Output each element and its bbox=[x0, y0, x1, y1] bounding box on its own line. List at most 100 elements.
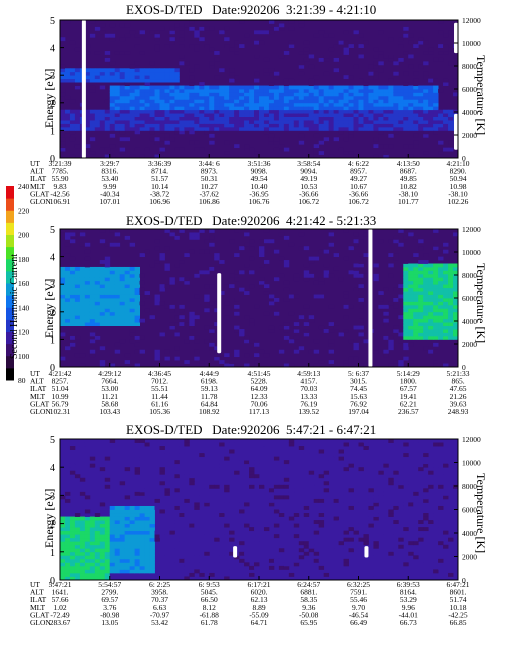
spectrogram-cell bbox=[64, 572, 71, 577]
table-cell: 9094. bbox=[300, 167, 317, 176]
spectrogram-cell bbox=[74, 318, 81, 323]
spectrogram-cell bbox=[94, 51, 101, 55]
spectrogram-cell bbox=[418, 270, 424, 275]
spectrogram-cell bbox=[129, 301, 136, 306]
spectrogram-cell bbox=[423, 120, 429, 124]
spectrogram-cell bbox=[423, 294, 429, 299]
spectrogram-cell bbox=[388, 57, 394, 62]
spectrogram-cell bbox=[149, 116, 155, 121]
spectrogram-cell bbox=[74, 308, 81, 313]
spectrogram-cell bbox=[308, 544, 315, 549]
spectrogram-cell bbox=[378, 51, 384, 55]
table-cell: 12.33 bbox=[251, 392, 268, 401]
spectrogram-cell bbox=[244, 144, 250, 149]
spectrogram-cell bbox=[204, 89, 210, 93]
spectrogram-cell bbox=[184, 565, 190, 570]
spectrogram-cell bbox=[124, 505, 131, 510]
spectrogram-cell bbox=[179, 260, 185, 264]
spectrogram-cell bbox=[348, 123, 354, 128]
spectrogram-cell bbox=[209, 242, 215, 247]
spectrogram-cell bbox=[134, 130, 140, 135]
spectrogram-cell bbox=[433, 109, 439, 114]
spectrogram-cell bbox=[428, 47, 434, 52]
spectrogram-cell bbox=[428, 329, 434, 333]
spectrogram-cell bbox=[84, 249, 91, 254]
spectrogram-cell bbox=[303, 329, 310, 333]
spectrogram-cell bbox=[318, 113, 325, 117]
spectrogram-cell bbox=[134, 92, 140, 97]
spectrogram-cell bbox=[164, 263, 170, 268]
spectrogram-cell bbox=[224, 509, 230, 514]
spectrogram-cell bbox=[353, 523, 359, 528]
spectrogram-cell bbox=[69, 291, 76, 295]
spectrogram-cell bbox=[303, 123, 310, 128]
table-cell: 49.27 bbox=[350, 174, 367, 183]
spectrogram-cell bbox=[273, 495, 280, 500]
spectrogram-cell bbox=[114, 527, 121, 532]
spectrogram-cell bbox=[94, 291, 101, 295]
spectrogram-cell bbox=[378, 85, 384, 90]
spectrogram-cell bbox=[373, 498, 379, 503]
spectrogram-cell bbox=[184, 61, 190, 66]
spectrogram-cell bbox=[278, 92, 285, 97]
spectrogram-cell bbox=[234, 126, 240, 131]
spectrogram-cell bbox=[174, 106, 180, 111]
spectrogram-cell bbox=[249, 85, 255, 90]
spectrogram-cell bbox=[139, 287, 145, 292]
spectrogram-cell bbox=[388, 95, 394, 100]
spectrogram-cell bbox=[443, 363, 449, 368]
spectrogram-cell bbox=[333, 116, 339, 121]
spectrogram-cell bbox=[149, 30, 155, 35]
spectrogram-cell bbox=[418, 527, 424, 532]
spectrogram-cell bbox=[134, 99, 140, 104]
spectrogram-cell bbox=[109, 113, 116, 117]
spectrogram-cell bbox=[209, 92, 215, 97]
spectrogram-cell bbox=[268, 82, 275, 86]
spectrogram-cell bbox=[164, 95, 170, 100]
spectrogram-cell bbox=[408, 92, 414, 97]
spectrogram-cell bbox=[368, 123, 374, 128]
spectrogram-cell bbox=[433, 242, 439, 247]
spectrogram-cell bbox=[224, 456, 230, 461]
spectrogram-cell bbox=[403, 102, 409, 107]
spectrogram-cell bbox=[89, 123, 96, 128]
spectrogram-cell bbox=[343, 304, 349, 309]
spectrogram-cell bbox=[418, 332, 424, 337]
table-cell: -50.08 bbox=[299, 610, 319, 619]
spectrogram-cell bbox=[149, 126, 155, 131]
spectrogram-cell bbox=[104, 516, 111, 521]
spectrogram-cell bbox=[398, 109, 404, 114]
y-tick-label: 3 bbox=[50, 71, 55, 82]
spectrogram-cell bbox=[89, 277, 96, 282]
spectrogram-cell bbox=[79, 565, 86, 570]
spectrogram-cell bbox=[139, 520, 145, 524]
spectrogram-cell bbox=[129, 273, 136, 278]
spectrogram-cell bbox=[403, 442, 409, 447]
spectrogram-cell bbox=[453, 332, 459, 337]
spectrogram-cell bbox=[408, 304, 414, 309]
spectrogram-cell bbox=[164, 266, 170, 271]
spectrogram-cell bbox=[358, 92, 364, 97]
spectrogram-cell bbox=[303, 47, 310, 52]
spectrogram-cell bbox=[129, 154, 136, 159]
spectrogram-cell bbox=[403, 301, 409, 306]
spectrogram-cell bbox=[368, 113, 374, 117]
spectrogram-cell bbox=[383, 304, 389, 309]
spectrogram-cell bbox=[104, 527, 111, 532]
y-tick-label: 5 bbox=[50, 435, 55, 446]
spectrogram-cell bbox=[134, 116, 140, 121]
spectrogram-cell bbox=[84, 565, 91, 570]
spectrogram-cell bbox=[333, 266, 339, 271]
spectrogram-cell bbox=[164, 116, 170, 121]
spectrogram-cell bbox=[124, 266, 131, 271]
spectrogram-cell bbox=[234, 353, 240, 358]
spectrogram-cell bbox=[144, 123, 150, 128]
table-cell: 3:58:54 bbox=[297, 159, 320, 168]
spectrogram-cell bbox=[124, 78, 131, 83]
spectrogram-cell bbox=[184, 562, 190, 567]
spectrogram-cell bbox=[139, 491, 145, 496]
spectrogram-cell bbox=[323, 106, 330, 111]
spectrogram-cell bbox=[104, 534, 111, 539]
table-cell: 3:21:39 bbox=[49, 159, 72, 168]
spectrogram-cell bbox=[443, 325, 449, 330]
